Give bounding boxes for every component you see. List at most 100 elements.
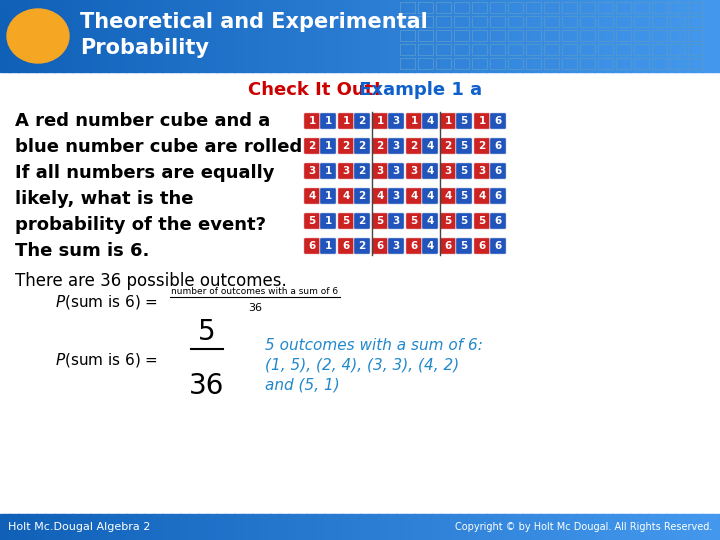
Bar [652,30,667,41]
Bar [684,514,694,540]
Bar [297,514,307,540]
Bar [418,30,433,41]
Bar [549,0,559,72]
Text: Copyright © by Holt Mc Dougal. All Rights Reserved.: Copyright © by Holt Mc Dougal. All Right… [454,522,712,532]
Bar [18,0,28,72]
Bar [508,16,523,27]
Bar [477,514,487,540]
Text: A red number cube and a: A red number cube and a [15,112,270,130]
Ellipse shape [7,9,69,63]
Bar [81,514,91,540]
Bar [63,0,73,72]
FancyBboxPatch shape [474,138,490,154]
FancyBboxPatch shape [456,238,472,254]
Bar [171,514,181,540]
FancyBboxPatch shape [422,238,438,254]
Bar [670,58,685,69]
Text: 36: 36 [189,372,225,400]
FancyBboxPatch shape [490,163,506,179]
FancyBboxPatch shape [354,138,370,154]
Text: 1: 1 [478,116,485,126]
Bar [508,2,523,13]
Bar [562,30,577,41]
FancyBboxPatch shape [320,113,336,129]
Bar [666,0,676,72]
Bar [468,0,478,72]
Bar [567,0,577,72]
Text: 2: 2 [359,241,366,251]
FancyBboxPatch shape [354,188,370,204]
FancyBboxPatch shape [372,163,388,179]
Text: 6: 6 [410,241,418,251]
FancyBboxPatch shape [304,138,320,154]
Bar [454,44,469,55]
Bar [189,514,199,540]
Text: Check It Out!: Check It Out! [248,81,382,99]
Text: 4: 4 [342,191,350,201]
Bar [486,0,496,72]
Text: 1: 1 [308,116,315,126]
Text: 5: 5 [343,216,350,226]
Bar [90,514,100,540]
Bar [324,0,334,72]
Text: 1: 1 [325,216,332,226]
Text: 1: 1 [410,116,418,126]
Bar [252,514,262,540]
Bar [576,514,586,540]
Bar [616,16,631,27]
Bar [693,514,703,540]
Text: 3: 3 [392,216,400,226]
FancyBboxPatch shape [372,138,388,154]
FancyBboxPatch shape [388,113,404,129]
Text: 4: 4 [426,141,433,151]
FancyBboxPatch shape [456,213,472,229]
FancyBboxPatch shape [338,113,354,129]
Bar [562,16,577,27]
Bar [634,16,649,27]
Bar [234,0,244,72]
Bar [454,58,469,69]
Bar [36,0,46,72]
Bar [54,0,64,72]
Bar [549,514,559,540]
Text: 5: 5 [478,216,485,226]
Bar [639,0,649,72]
FancyBboxPatch shape [440,163,456,179]
FancyBboxPatch shape [372,238,388,254]
Bar [369,0,379,72]
Text: 4: 4 [410,191,418,201]
Bar [562,2,577,13]
Bar [27,514,37,540]
Bar [270,0,280,72]
Bar [400,30,415,41]
Bar [144,0,154,72]
Bar [0,514,10,540]
Bar [207,514,217,540]
Bar [153,514,163,540]
Bar [495,0,505,72]
Bar [468,514,478,540]
Bar [279,0,289,72]
FancyBboxPatch shape [406,163,422,179]
Text: and (5, 1): and (5, 1) [265,378,340,393]
FancyBboxPatch shape [422,138,438,154]
Bar [342,0,352,72]
FancyBboxPatch shape [440,113,456,129]
Text: 6: 6 [495,141,502,151]
Bar [675,0,685,72]
Bar [90,0,100,72]
Bar [414,514,424,540]
Bar [544,2,559,13]
Bar [711,0,720,72]
Bar [153,0,163,72]
Text: likely, what is the: likely, what is the [15,190,194,208]
Bar [558,0,568,72]
Bar [72,514,82,540]
Bar [513,0,523,72]
FancyBboxPatch shape [474,163,490,179]
Text: 5: 5 [460,116,467,126]
Bar [351,514,361,540]
FancyBboxPatch shape [388,188,404,204]
Text: 4: 4 [308,191,315,201]
Bar [54,514,64,540]
